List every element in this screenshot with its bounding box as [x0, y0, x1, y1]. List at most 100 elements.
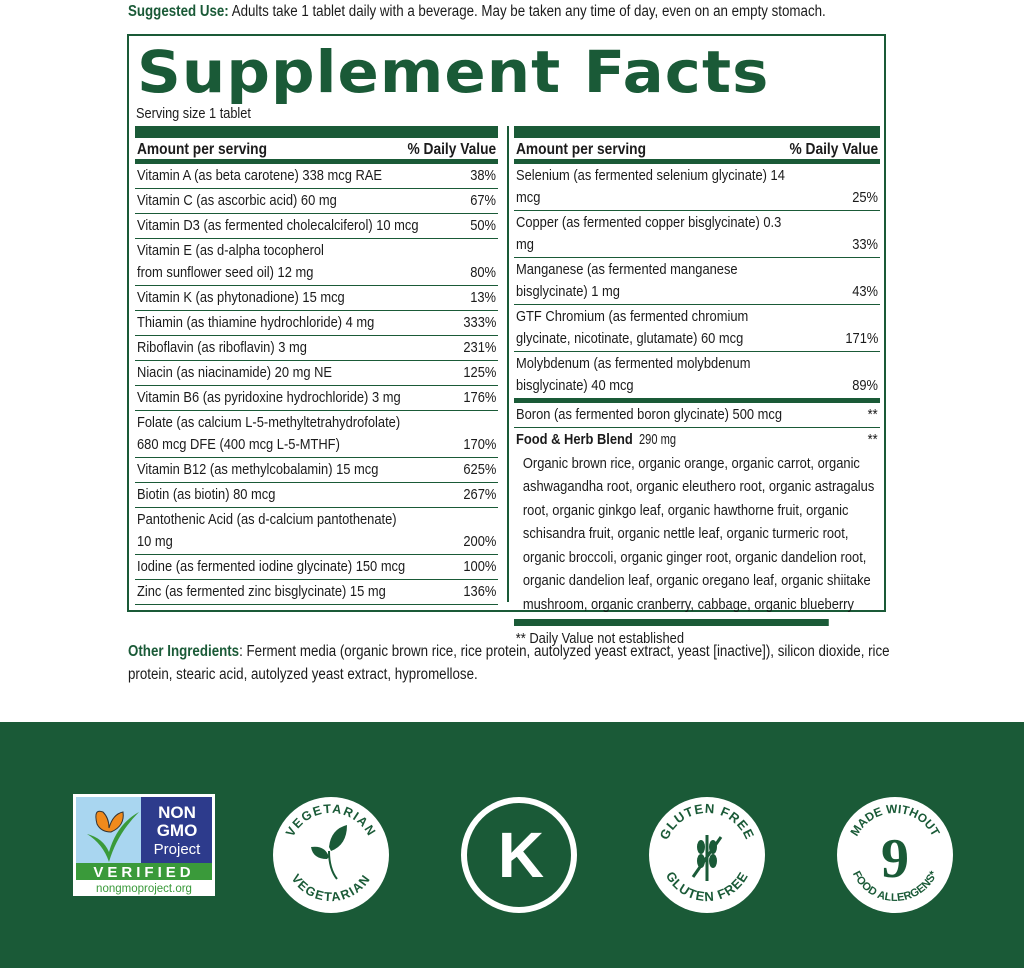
other-ingredients-label: Other Ingredients	[128, 643, 240, 660]
header-bar	[135, 126, 498, 138]
daily-value: 231%	[462, 339, 496, 356]
supplement-facts-panel: Supplement Facts Serving size 1 tablet A…	[127, 34, 886, 647]
nutrient-name: Vitamin K (as phytonadione) 15 mcg	[137, 289, 345, 306]
kosher-badge: K	[461, 797, 577, 913]
nutrient-name: Thiamin (as thiamine hydrochloride) 4 mg	[137, 314, 375, 331]
daily-value: 80%	[470, 264, 496, 281]
nutrient-name: GTF Chromium (as fermented chromium glyc…	[516, 308, 749, 347]
daily-value: 43%	[852, 283, 878, 300]
panel-title: Supplement Facts	[137, 38, 770, 106]
daily-value: 13%	[470, 289, 496, 306]
daily-value: 50%	[470, 217, 496, 234]
nutrient-row: Vitamin B6 (as pyridoxine hydrochloride)…	[135, 386, 498, 411]
daily-value: 100%	[462, 558, 496, 575]
nutrient-name: Niacin (as niacinamide) 20 mg NE	[137, 364, 333, 381]
amount-header: Amount per serving	[516, 141, 646, 158]
daily-value: 25%	[852, 189, 878, 206]
nutrient-row: Vitamin C (as ascorbic acid) 60 mg 67%	[135, 189, 498, 214]
nutrient-row: Biotin (as biotin) 80 mcg 267%	[135, 483, 498, 508]
nongmo-line3: Project	[154, 841, 202, 858]
daily-value: 333%	[462, 314, 496, 331]
nutrient-name: Vitamin E (as d-alpha tocopherol from su…	[137, 242, 324, 281]
nutrient-row: Boron (as fermented boron glycinate) 500…	[514, 403, 880, 428]
right-column: Amount per serving % Daily Value Selenium…	[514, 126, 880, 651]
butterfly-icon	[95, 810, 124, 833]
daily-value: 267%	[462, 486, 496, 503]
nutrient-row: Vitamin B12 (as methylcobalamin) 15 mcg 6…	[135, 458, 498, 483]
nutrient-row: Vitamin D3 (as fermented cholecalciferol…	[135, 214, 498, 239]
footnote: ** Daily Value not established	[514, 619, 829, 651]
nutrient-name: Riboflavin (as riboflavin) 3 mg	[137, 339, 307, 356]
nutrient-row: Selenium (as fermented selenium glycinat…	[514, 164, 880, 211]
vegetarian-badge: VEGETARIAN VEGETARIAN	[273, 797, 389, 913]
nutrient-name: Molybdenum (as fermented molybdenum bisg…	[516, 355, 751, 394]
other-ingredients: Other Ingredients: Ferment media (organi…	[128, 640, 902, 686]
daily-value: 171%	[844, 330, 878, 347]
nutrient-row: Zinc (as fermented zinc bisglycinate) 15…	[135, 580, 498, 605]
nutrient-row: Pantothenic Acid (as d-calcium pantothen…	[135, 508, 498, 555]
suggested-use: Suggested Use: Adults take 1 tablet dail…	[128, 3, 826, 21]
nutrient-name: Zinc (as fermented zinc bisglycinate) 15…	[137, 583, 386, 600]
leaf-icon	[311, 825, 347, 880]
nutrient-name: Manganese (as fermented manganese bisgly…	[516, 261, 738, 300]
nutrient-row: Vitamin A (as beta carotene) 338 mcg RAE…	[135, 164, 498, 189]
non-gmo-verified-badge: NON GMO Project VERIFIED nongmoproject.o…	[73, 794, 215, 896]
column-divider	[507, 126, 509, 602]
nongmo-line1: NON	[158, 803, 196, 822]
nutrient-row: Riboflavin (as riboflavin) 3 mg 231%	[135, 336, 498, 361]
nutrient-name: Selenium (as fermented selenium glycinat…	[516, 167, 785, 206]
nutrient-row: Vitamin E (as d-alpha tocopherol from su…	[135, 239, 498, 286]
nutrient-row: Thiamin (as thiamine hydrochloride) 4 mg…	[135, 311, 498, 336]
nutrient-name: Iodine (as fermented iodine glycinate) 1…	[137, 558, 406, 575]
left-column: Amount per serving % Daily Value Vitamin …	[135, 126, 498, 605]
nutrient-row: Copper (as fermented copper bisglycinate…	[514, 211, 880, 258]
daily-value: 89%	[852, 377, 878, 394]
daily-value: 38%	[470, 167, 496, 184]
nongmo-url: nongmoproject.org	[96, 883, 192, 895]
daily-value: 125%	[462, 364, 496, 381]
serving-size: Serving size 1 tablet	[136, 106, 251, 122]
nutrient-row: Manganese (as fermented manganese bisgly…	[514, 258, 880, 305]
suggested-use-text: Adults take 1 tablet daily with a bevera…	[228, 3, 826, 20]
column-header: Amount per serving % Daily Value	[514, 138, 880, 164]
header-bar	[514, 126, 880, 138]
nutrient-name: Vitamin A (as beta carotene) 338 mcg RAE	[137, 167, 383, 184]
nongmo-line2: GMO	[157, 821, 198, 840]
nutrient-row: GTF Chromium (as fermented chromium glyc…	[514, 305, 880, 352]
nutrient-name: Boron (as fermented boron glycinate) 500…	[516, 406, 783, 423]
nutrient-row: Folate (as calcium L-5-methyltetrahydrof…	[135, 411, 498, 458]
allergen-number: 9	[881, 828, 909, 890]
wheat-crossed-icon	[691, 835, 723, 881]
nutrient-row: Iodine (as fermented iodine glycinate) 1…	[135, 555, 498, 580]
suggested-use-label: Suggested Use:	[128, 3, 229, 20]
nutrient-row: Vitamin K (as phytonadione) 15 mcg 13%	[135, 286, 498, 311]
dv-header: % Daily Value	[789, 141, 878, 158]
plant-icon	[87, 812, 139, 862]
daily-value: **	[867, 406, 878, 423]
daily-value: 67%	[470, 192, 496, 209]
nongmo-verified: VERIFIED	[93, 864, 194, 881]
daily-value: 176%	[462, 389, 496, 406]
daily-value: 136%	[462, 583, 496, 600]
dv-header: % Daily Value	[407, 141, 496, 158]
blend-amount: 290 mg	[638, 431, 676, 448]
daily-value: 200%	[462, 533, 496, 550]
nutrient-name: Vitamin C (as ascorbic acid) 60 mg	[137, 192, 337, 209]
amount-header: Amount per serving	[137, 141, 267, 158]
nutrient-row: Molybdenum (as fermented molybdenum bisg…	[514, 352, 880, 403]
nutrient-name: Vitamin D3 (as fermented cholecalciferol…	[137, 217, 419, 234]
nutrient-name: Vitamin B6 (as pyridoxine hydrochloride)…	[137, 389, 401, 406]
column-header: Amount per serving % Daily Value	[135, 138, 498, 164]
nutrient-name: Pantothenic Acid (as d-calcium pantothen…	[137, 511, 397, 550]
daily-value: 625%	[462, 461, 496, 478]
allergen-free-badge: MADE WITHOUT FOOD ALLERGENS* 9	[837, 797, 953, 913]
blend-dv: **	[867, 431, 878, 448]
daily-value: 170%	[462, 436, 496, 453]
nutrient-name: Folate (as calcium L-5-methyltetrahydrof…	[137, 414, 401, 453]
nutrient-name: Copper (as fermented copper bisglycinate…	[516, 214, 782, 253]
nutrient-name: Vitamin B12 (as methylcobalamin) 15 mcg	[137, 461, 379, 478]
nutrient-row: Niacin (as niacinamide) 20 mg NE 125%	[135, 361, 498, 386]
kosher-k: K	[498, 819, 544, 891]
other-ingredients-text: : Ferment media (organic brown rice, ric…	[128, 643, 890, 683]
gluten-free-badge: GLUTEN FREE GLUTEN FREE	[649, 797, 765, 913]
